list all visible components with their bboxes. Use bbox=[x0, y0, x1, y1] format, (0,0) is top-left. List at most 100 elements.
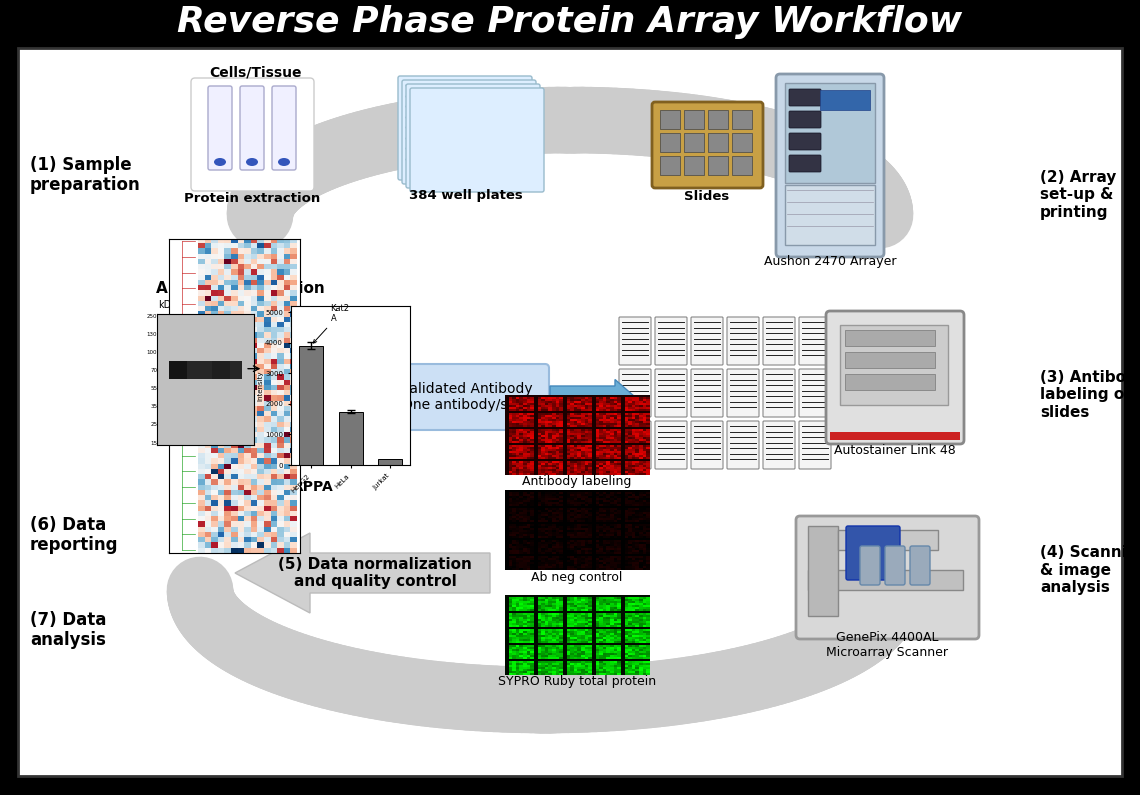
Text: (2) Array
set-up &
printing: (2) Array set-up & printing bbox=[1040, 170, 1116, 220]
Text: RPPA: RPPA bbox=[293, 480, 333, 494]
FancyBboxPatch shape bbox=[272, 86, 296, 170]
Bar bbox=[785, 185, 876, 245]
Bar bbox=[708, 156, 728, 175]
Text: (3) Antibody
labeling of
slides: (3) Antibody labeling of slides bbox=[1040, 370, 1140, 420]
FancyBboxPatch shape bbox=[799, 369, 831, 417]
FancyBboxPatch shape bbox=[796, 516, 979, 639]
Y-axis label: Intensity: Intensity bbox=[258, 370, 263, 401]
FancyBboxPatch shape bbox=[410, 88, 544, 192]
Bar bbox=[708, 133, 728, 152]
Text: 55: 55 bbox=[150, 386, 157, 391]
Bar bbox=[732, 110, 752, 129]
Bar bbox=[684, 133, 705, 152]
Text: Aushon 2470 Arrayer: Aushon 2470 Arrayer bbox=[764, 255, 896, 269]
Text: (4) Scanning
& image
analysis: (4) Scanning & image analysis bbox=[1040, 545, 1140, 595]
Bar bbox=[378, 459, 402, 465]
Bar bbox=[845, 352, 935, 368]
Bar bbox=[845, 374, 935, 390]
Text: 250: 250 bbox=[147, 314, 157, 319]
Bar bbox=[732, 156, 752, 175]
FancyBboxPatch shape bbox=[619, 421, 651, 469]
Text: Kat2
A: Kat2 A bbox=[314, 304, 350, 343]
FancyArrow shape bbox=[549, 379, 635, 414]
Bar bbox=[808, 570, 963, 590]
Bar bbox=[684, 110, 705, 129]
Polygon shape bbox=[235, 533, 490, 613]
Text: Autostainer Link 48: Autostainer Link 48 bbox=[834, 444, 955, 456]
Bar bbox=[660, 110, 679, 129]
Bar bbox=[339, 412, 363, 465]
Text: Slides: Slides bbox=[684, 191, 730, 204]
FancyBboxPatch shape bbox=[398, 76, 532, 180]
FancyBboxPatch shape bbox=[789, 155, 821, 172]
FancyBboxPatch shape bbox=[386, 364, 549, 430]
Text: Validated Antibody
One antibody/slide: Validated Antibody One antibody/slide bbox=[401, 382, 532, 412]
Text: 100: 100 bbox=[147, 350, 157, 355]
Text: 384 well plates: 384 well plates bbox=[409, 188, 523, 201]
FancyBboxPatch shape bbox=[789, 111, 821, 128]
FancyBboxPatch shape bbox=[763, 317, 795, 365]
FancyBboxPatch shape bbox=[727, 317, 759, 365]
FancyBboxPatch shape bbox=[727, 421, 759, 469]
Bar bbox=[660, 133, 679, 152]
FancyBboxPatch shape bbox=[799, 317, 831, 365]
FancyBboxPatch shape bbox=[789, 133, 821, 150]
FancyBboxPatch shape bbox=[402, 80, 536, 184]
FancyBboxPatch shape bbox=[860, 546, 880, 585]
Text: 15: 15 bbox=[150, 440, 157, 445]
Ellipse shape bbox=[214, 158, 226, 166]
Ellipse shape bbox=[278, 158, 290, 166]
Bar bbox=[845, 330, 935, 346]
FancyBboxPatch shape bbox=[656, 317, 687, 365]
Text: (6) Data
reporting: (6) Data reporting bbox=[30, 516, 119, 554]
Text: 35: 35 bbox=[150, 405, 157, 409]
FancyBboxPatch shape bbox=[241, 86, 264, 170]
Bar bbox=[0, 0, 1140, 42]
Text: Antibody Validation: Antibody Validation bbox=[156, 281, 325, 296]
FancyBboxPatch shape bbox=[776, 74, 884, 257]
Bar bbox=[708, 110, 728, 129]
Bar bbox=[830, 432, 960, 440]
Ellipse shape bbox=[246, 158, 258, 166]
FancyBboxPatch shape bbox=[619, 317, 651, 365]
Bar bbox=[840, 325, 948, 405]
FancyBboxPatch shape bbox=[656, 421, 687, 469]
FancyBboxPatch shape bbox=[691, 317, 723, 365]
FancyBboxPatch shape bbox=[691, 421, 723, 469]
Text: 130: 130 bbox=[147, 332, 157, 337]
Text: Cells/Tissue: Cells/Tissue bbox=[209, 65, 301, 79]
Bar bbox=[299, 346, 323, 465]
Text: 70: 70 bbox=[150, 368, 157, 373]
FancyBboxPatch shape bbox=[691, 369, 723, 417]
Bar bbox=[732, 133, 752, 152]
Text: WB: WB bbox=[185, 480, 211, 494]
Bar bbox=[684, 156, 705, 175]
FancyBboxPatch shape bbox=[826, 311, 964, 444]
FancyBboxPatch shape bbox=[910, 546, 930, 585]
FancyBboxPatch shape bbox=[727, 369, 759, 417]
FancyBboxPatch shape bbox=[619, 369, 651, 417]
Text: Ab neg control: Ab neg control bbox=[531, 571, 622, 584]
Bar bbox=[820, 90, 870, 110]
FancyBboxPatch shape bbox=[846, 526, 899, 580]
FancyBboxPatch shape bbox=[652, 102, 763, 188]
Text: (7) Data
analysis: (7) Data analysis bbox=[30, 611, 106, 650]
Text: GenePix 4400AL
Microarray Scanner: GenePix 4400AL Microarray Scanner bbox=[826, 631, 948, 659]
FancyBboxPatch shape bbox=[885, 546, 905, 585]
Text: kDa: kDa bbox=[158, 300, 178, 310]
FancyBboxPatch shape bbox=[789, 89, 821, 106]
FancyBboxPatch shape bbox=[763, 421, 795, 469]
Bar bbox=[808, 526, 838, 616]
Text: Protein extraction: Protein extraction bbox=[184, 192, 320, 204]
Bar bbox=[785, 83, 876, 183]
FancyBboxPatch shape bbox=[406, 84, 540, 188]
Text: (5) Data normalization
and quality control: (5) Data normalization and quality contr… bbox=[278, 556, 472, 589]
FancyBboxPatch shape bbox=[656, 369, 687, 417]
Bar bbox=[838, 530, 938, 550]
FancyBboxPatch shape bbox=[799, 421, 831, 469]
Bar bbox=[660, 156, 679, 175]
FancyBboxPatch shape bbox=[207, 86, 233, 170]
FancyBboxPatch shape bbox=[192, 78, 314, 191]
Text: Reverse Phase Protein Array Workflow: Reverse Phase Protein Array Workflow bbox=[178, 5, 962, 39]
Text: (1) Sample
preparation: (1) Sample preparation bbox=[30, 156, 140, 195]
